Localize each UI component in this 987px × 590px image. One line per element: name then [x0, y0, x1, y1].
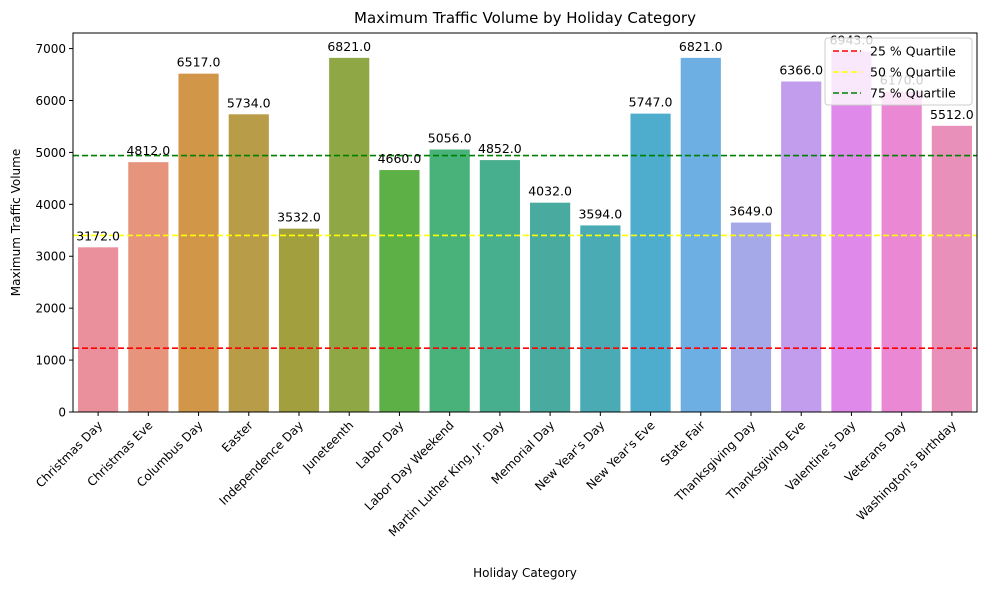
x-tick-label: Juneteenth: [299, 418, 356, 475]
legend: 25 % Quartile 50 % Quartile 75 % Quartile: [824, 37, 973, 106]
y-tick-label: 4000: [35, 198, 66, 212]
bar: [379, 170, 420, 412]
bar-value-label: 6821.0: [327, 39, 371, 54]
bar: [429, 149, 470, 413]
x-tick-label: Independence Day: [216, 418, 306, 508]
chart-title: Maximum Traffic Volume by Holiday Catego…: [354, 9, 696, 27]
bar-value-label: 3532.0: [277, 210, 321, 225]
bar-value-label: 4852.0: [478, 141, 522, 156]
bar-value-label: 6821.0: [679, 39, 723, 54]
bar-value-label: 5734.0: [227, 95, 271, 110]
y-tick-label: 7000: [35, 42, 66, 56]
bar: [881, 91, 922, 413]
bar: [228, 114, 269, 413]
bar-value-label: 4660.0: [378, 151, 422, 166]
bar: [128, 162, 169, 412]
bar-value-label: 3172.0: [76, 228, 120, 243]
y-tick-label: 5000: [35, 146, 66, 160]
bar: [781, 81, 822, 412]
y-tick-label: 1000: [35, 354, 66, 368]
bar: [278, 228, 320, 412]
bar-value-label: 6517.0: [177, 55, 221, 70]
x-tick-label: Labor Day: [353, 418, 406, 471]
x-axis-title: Holiday Category: [473, 566, 577, 580]
bar-value-label: 4812.0: [126, 143, 170, 158]
bar-value-label: 5512.0: [930, 107, 974, 122]
x-tick-label: Washington's Birthday: [854, 418, 959, 523]
x-tick-label: State Fair: [658, 418, 708, 468]
legend-label: 75 % Quartile: [870, 86, 956, 101]
bar: [630, 113, 671, 412]
bar-value-label: 5056.0: [428, 131, 472, 146]
y-tick-label: 0: [58, 406, 66, 420]
bar: [831, 51, 872, 412]
bar-value-label: 3594.0: [578, 206, 622, 221]
data-labels: 3172.0 4812.0 6517.0 5734.0 3532.0 6821.0 4660…: [76, 33, 974, 244]
bar: [580, 225, 621, 412]
plot-frame: [72, 32, 978, 413]
bar: [931, 125, 972, 412]
x-tick-label: Easter: [219, 418, 256, 455]
bar-value-label: 6366.0: [779, 62, 823, 77]
y-tick-label: 3000: [35, 250, 66, 264]
y-tick-label: 2000: [35, 302, 66, 316]
y-axis-title: Maximum Traffic Volume: [9, 149, 23, 296]
bar: [78, 247, 119, 412]
bar: [479, 160, 520, 412]
legend-box: [824, 37, 973, 106]
bar-value-label: 5747.0: [629, 95, 673, 110]
bar: [178, 73, 219, 412]
x-tick-label: Labor Day Weekend: [362, 418, 457, 513]
bar: [730, 222, 772, 412]
y-tick-label: 6000: [35, 94, 66, 108]
y-axis: 0 1000 2000 3000 4000 5000 6000 7000: [35, 42, 73, 420]
bars: [78, 51, 972, 413]
legend-label: 50 % Quartile: [870, 65, 956, 80]
legend-label: 25 % Quartile: [870, 44, 956, 59]
bar-value-label: 4032.0: [528, 184, 572, 199]
bar-value-label: 3649.0: [729, 204, 773, 219]
bar: [530, 202, 571, 412]
quartile-lines: [73, 154, 977, 349]
